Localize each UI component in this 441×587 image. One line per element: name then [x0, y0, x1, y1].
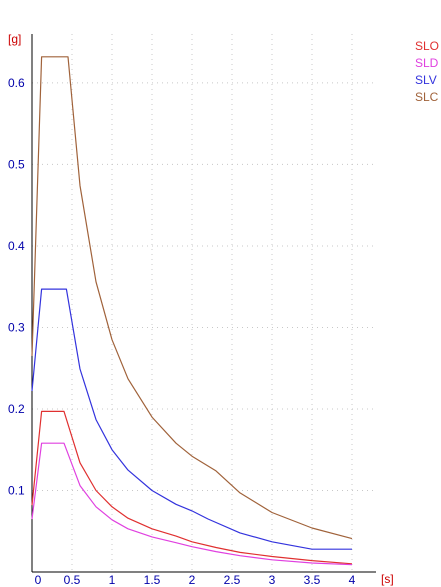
y-tick-label: 0.3 [8, 320, 25, 334]
legend-entry-sld: SLD [415, 56, 439, 70]
series-line-sld [31, 442, 353, 566]
x-tick-label: 4 [349, 573, 356, 587]
y-tick-label: 0.4 [8, 239, 25, 253]
tick-layer: 0 0.5 1 1.5 2 2.5 3 3.5 4 0.1 0.2 0.3 0.4 0.5 0.6 [8, 76, 356, 587]
x-tick-label: 0 [35, 573, 42, 587]
y-tick-label: 0.5 [8, 157, 25, 171]
y-tick-label: 0.2 [8, 402, 25, 416]
y-tick-label: 0.1 [8, 483, 25, 497]
series-layer [31, 56, 353, 566]
legend-entry-slo: SLO [415, 39, 439, 53]
x-axis-unit-label: [s] [381, 572, 394, 586]
legend: SLO SLD SLV SLC [415, 39, 439, 104]
x-tick-label: 2 [189, 573, 196, 587]
x-tick-label: 2.5 [224, 573, 241, 587]
y-tick-label: 0.6 [8, 76, 25, 90]
y-axis-unit-label: [g] [8, 32, 21, 46]
series-line-slc [31, 56, 353, 540]
x-tick-label: 1.5 [144, 573, 161, 587]
legend-entry-slc: SLC [415, 90, 439, 104]
axis-layer: [g] [s] [8, 32, 394, 586]
series-line-slo [31, 410, 353, 565]
legend-entry-slv: SLV [415, 73, 437, 87]
series-line-slv [31, 288, 352, 550]
x-tick-label: 0.5 [64, 573, 81, 587]
x-tick-label: 3.5 [304, 573, 321, 587]
x-tick-label: 3 [269, 573, 276, 587]
x-tick-label: 1 [109, 573, 116, 587]
